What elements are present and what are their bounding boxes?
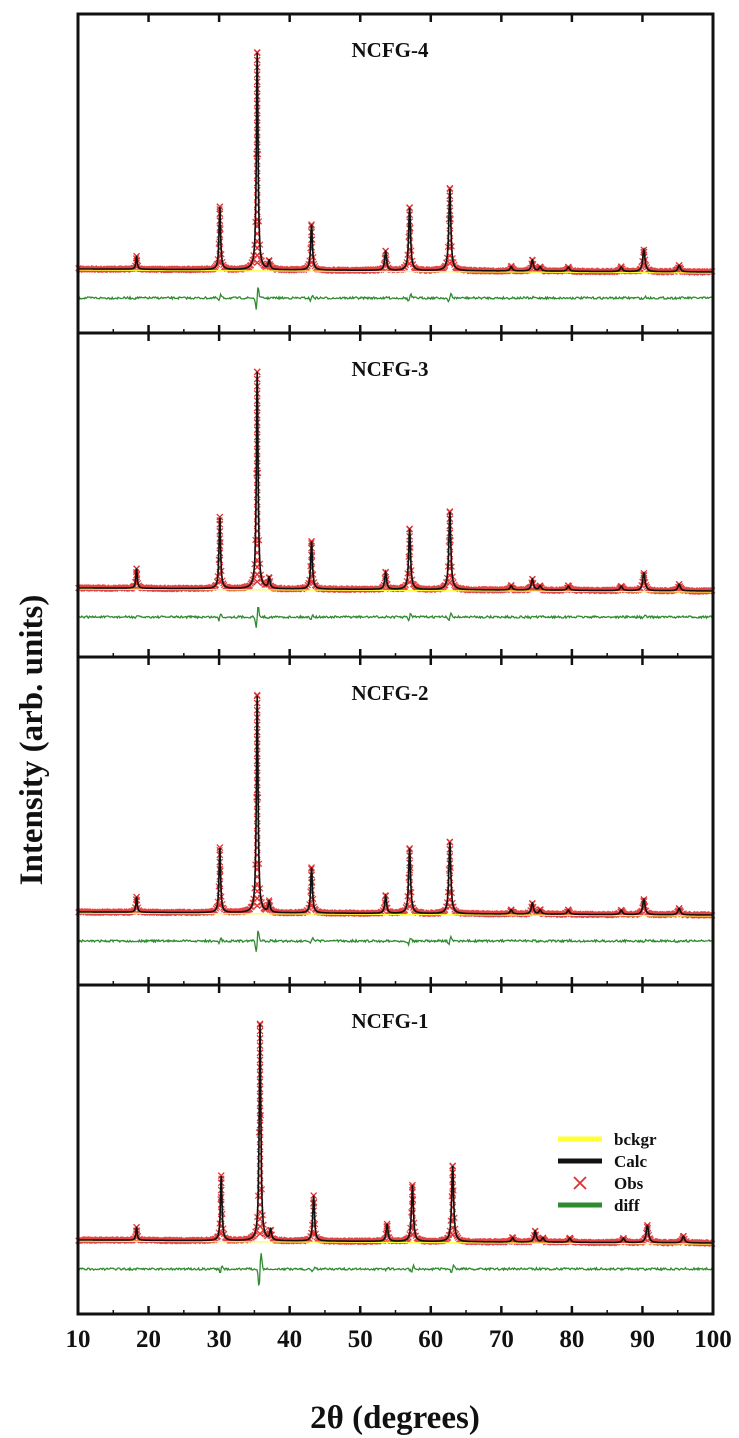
- legend-entry-diff: diff: [558, 1196, 640, 1215]
- x-tick-label: 30: [207, 1326, 232, 1353]
- calc-line: [78, 52, 713, 273]
- bckgr-line: [77, 269, 714, 274]
- diff-line: [77, 1253, 713, 1286]
- x-tick-label: 10: [66, 1326, 91, 1353]
- x-tick-label: 100: [694, 1326, 732, 1353]
- calc-line: [78, 371, 713, 592]
- diff-line: [77, 287, 714, 310]
- legend-swatch: [573, 1176, 587, 1190]
- diff-line: [78, 930, 713, 952]
- legend-entry-obs: Obs: [573, 1174, 644, 1193]
- panel-title: NCFG-2: [352, 681, 429, 705]
- x-axis-title: 2θ (degrees): [310, 1400, 480, 1436]
- legend-entry-bckgr: bckgr: [558, 1130, 657, 1149]
- x-tick-label: 80: [559, 1326, 584, 1353]
- calc-line: [78, 695, 713, 916]
- x-tick-label: 90: [630, 1326, 655, 1353]
- x-tick-label: 70: [489, 1326, 514, 1353]
- bckgr-line: [77, 912, 714, 917]
- diff-line: [78, 606, 713, 628]
- legend: bckgr Calc Obs diff: [558, 1130, 657, 1215]
- x-tick-label: 50: [348, 1326, 373, 1353]
- x-tick-label: 20: [136, 1326, 161, 1353]
- legend-label: bckgr: [614, 1130, 657, 1149]
- panel-1: NCFG-4: [75, 38, 716, 310]
- bckgr-line: [77, 1240, 714, 1245]
- panel-4: NCFG-1: [75, 1009, 716, 1286]
- x-tick-labels: 10 20 30 40 50 60 70 80 90 100: [66, 1326, 732, 1353]
- calc-line: [78, 1023, 713, 1244]
- x-tick-label: 40: [277, 1326, 302, 1353]
- x-tick-label: 60: [418, 1326, 443, 1353]
- panel-title: NCFG-4: [352, 38, 429, 62]
- legend-entry-calc: Calc: [558, 1152, 648, 1171]
- legend-label: Obs: [614, 1174, 644, 1193]
- panel-title: NCFG-3: [352, 357, 429, 381]
- frame-layer: [76, 12, 715, 1316]
- legend-label: diff: [614, 1196, 640, 1215]
- y-axis-title: Intensity (arb. units): [14, 595, 50, 886]
- bckgr-line: [77, 588, 714, 593]
- panel-title: NCFG-1: [352, 1009, 429, 1033]
- legend-label: Calc: [614, 1152, 648, 1171]
